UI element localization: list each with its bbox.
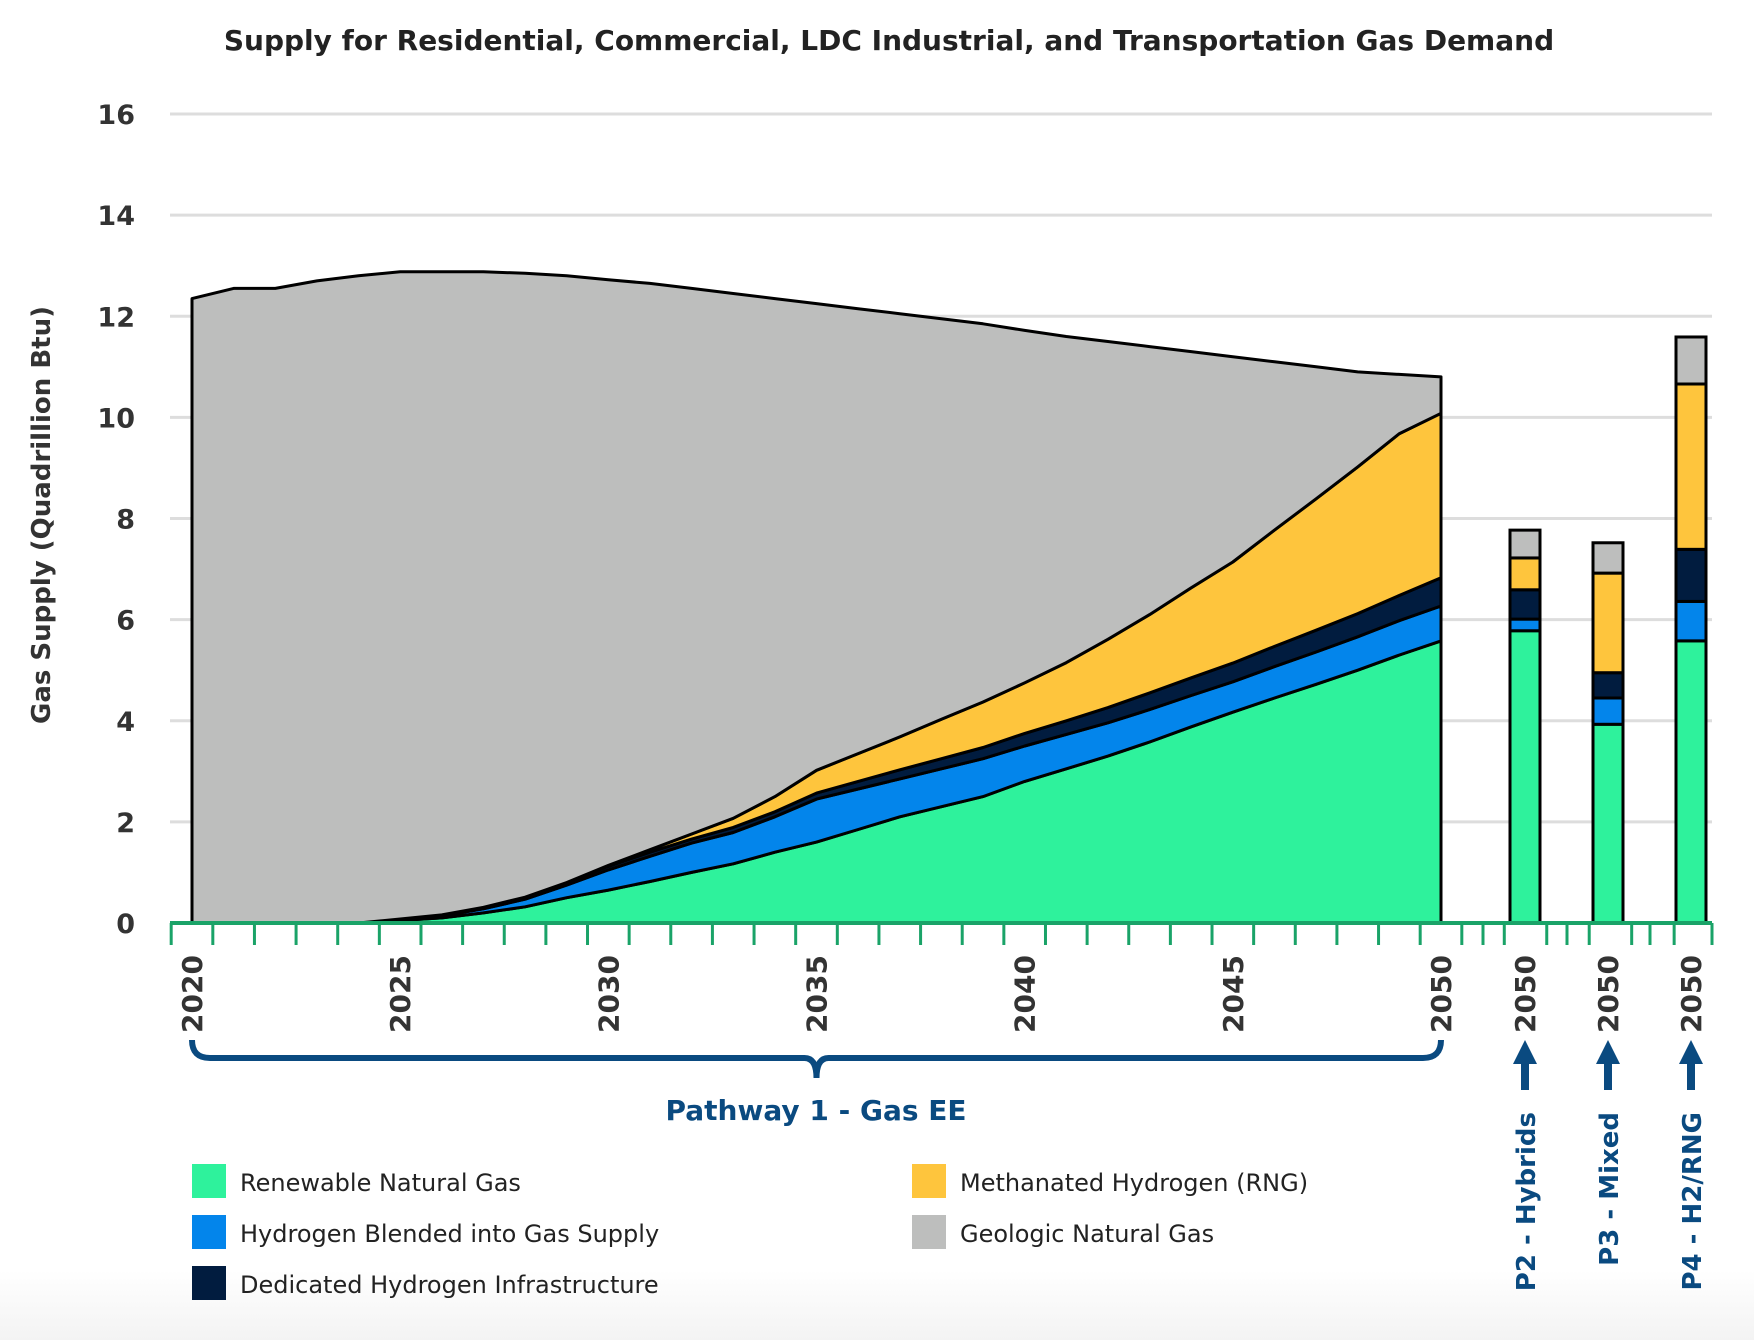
x-tick-label: 2045 [1217,955,1250,1033]
y-tick-label: 14 [97,201,135,232]
bar-x-label: 2050 [1675,955,1708,1033]
bar-x-label: 2050 [1509,955,1542,1033]
bar-segment-3-methanated-hydrogen-rng [1591,571,1625,675]
legend-swatch [912,1164,946,1198]
bar-segment-4-hydrogen-blended-into-gas-supply [1674,599,1708,643]
x-tick-label: 2030 [592,955,625,1033]
up-arrow-icon [1679,1040,1703,1064]
legend-label: Renewable Natural Gas [240,1169,521,1197]
up-arrow-icon [1596,1040,1620,1064]
bracket-shape [189,1039,1444,1079]
bar-segment-4-renewable-natural-gas [1674,639,1708,925]
y-tick-label: 12 [97,302,135,333]
x-tick-label: 2050 [1425,955,1458,1033]
chart-title: Supply for Residential, Commercial, LDC … [224,24,1554,57]
arrow-shaft [1687,1062,1695,1090]
legend-swatch [192,1266,226,1300]
pathway-label: P3 - Mixed [1595,1112,1625,1266]
bar-segment-3-geologic-natural-gas [1591,541,1625,575]
bar-segment-3-dedicated-hydrogen-infrastructure [1591,671,1625,700]
x-axis [169,921,1714,945]
y-tick-label: 8 [116,505,135,536]
legend-swatch [192,1164,226,1198]
legend-label: Methanated Hydrogen (RNG) [960,1169,1308,1197]
y-tick-label: 2 [116,808,135,839]
x-tick-label: 2040 [1009,955,1042,1033]
pathway-arrows: P2 - Hybrids P3 - Mixed P4 - H2/RNG [1512,1040,1708,1291]
stacked-areas [190,270,1443,925]
bar-segment-4-geologic-natural-gas [1674,335,1708,386]
x-tick-label: 2025 [384,955,417,1033]
y-axis-ticks: 0 2 4 6 8 10 12 14 16 [97,100,135,940]
arrow-shaft [1521,1062,1529,1090]
y-axis-label: Gas Supply (Quadrillion Btu) [27,306,57,724]
legend-swatch [192,1215,226,1249]
bar-segment-2-dedicated-hydrogen-infrastructure [1508,588,1542,621]
bar-segment-2-renewable-natural-gas [1508,629,1542,925]
bar-segment-2-methanated-hydrogen-rng [1508,556,1542,592]
bar-segment-4-dedicated-hydrogen-infrastructure [1674,547,1708,603]
bar-segment-4-methanated-hydrogen-rng [1674,382,1708,551]
y-tick-label: 6 [116,606,135,637]
legend-label: Geologic Natural Gas [960,1220,1214,1248]
bar-segment-3-hydrogen-blended-into-gas-supply [1591,696,1625,726]
arrow-shaft [1604,1062,1612,1090]
y-tick-label: 16 [97,100,135,131]
legend: Renewable Natural Gas Hydrogen Blended in… [192,1164,1308,1300]
pathway-1-label: Pathway 1 - Gas EE [665,1094,966,1127]
bar-x-label: 2050 [1592,955,1625,1033]
pathway-bars [1508,335,1708,925]
pathway-label: P4 - H2/RNG [1678,1112,1708,1291]
up-arrow-icon [1513,1040,1537,1064]
bar-segment-3-renewable-natural-gas [1591,722,1625,925]
area-series-geologic-natural-gas [190,270,1443,925]
pathway-label: P2 - Hybrids [1512,1112,1542,1291]
bar-segment-2-hydrogen-blended-into-gas-supply [1508,617,1542,633]
legend-label: Hydrogen Blended into Gas Supply [240,1220,659,1248]
pathway-1-bracket [189,1039,1444,1079]
y-tick-label: 4 [116,707,135,738]
x-tick-label: 2035 [801,955,834,1033]
legend-swatch [912,1215,946,1249]
y-tick-label: 10 [97,403,135,434]
legend-label: Dedicated Hydrogen Infrastructure [240,1271,659,1299]
bar-segment-2-geologic-natural-gas [1508,528,1542,560]
x-axis-tick-labels: 2020 2025 2030 2035 2040 2045 2050 2050 2050 2050 [176,955,1708,1033]
x-tick-label: 2020 [176,955,209,1033]
y-tick-label: 0 [116,909,135,940]
